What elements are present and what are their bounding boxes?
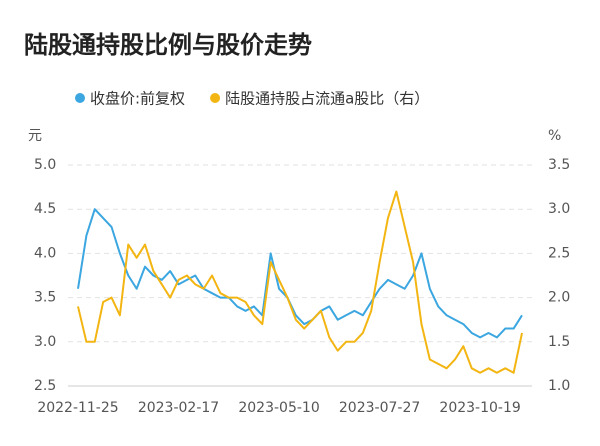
y-tick-label: 5.0 <box>34 157 56 173</box>
y2-tick-label: 1.5 <box>548 334 570 350</box>
series-line <box>77 190 523 374</box>
y2-tick-label: 2.0 <box>548 290 570 306</box>
legend-marker <box>75 93 85 103</box>
y2-unit: % <box>548 128 561 144</box>
y2-tick-label: 2.5 <box>548 245 570 261</box>
legend-marker <box>210 93 221 103</box>
x-tick-label: 2023-05-10 <box>238 400 319 416</box>
legend-label: 陆股通持股占流通a股比（右） <box>225 90 429 108</box>
y-unit: 元 <box>28 128 42 144</box>
x-tick-label: 2023-02-17 <box>138 400 219 416</box>
y-tick-label: 2.5 <box>34 378 56 394</box>
y-tick-label: 4.5 <box>34 201 56 217</box>
x-tick-label: 2022-11-25 <box>37 400 118 416</box>
y2-tick-label: 1.0 <box>548 378 570 394</box>
series-line <box>77 208 523 339</box>
y-tick-label: 3.5 <box>34 290 56 306</box>
x-tick-label: 2023-07-27 <box>339 400 420 416</box>
legend-label: 收盘价:前复权 <box>90 90 185 108</box>
y2-tick-label: 3.5 <box>548 157 570 173</box>
y2-tick-label: 3.0 <box>548 201 570 217</box>
chart-title: 陆股通持股比例与股价走势 <box>24 31 312 59</box>
y-tick-label: 4.0 <box>34 245 56 261</box>
y-tick-label: 3.0 <box>34 334 56 350</box>
x-tick-label: 2023-10-19 <box>439 400 520 416</box>
